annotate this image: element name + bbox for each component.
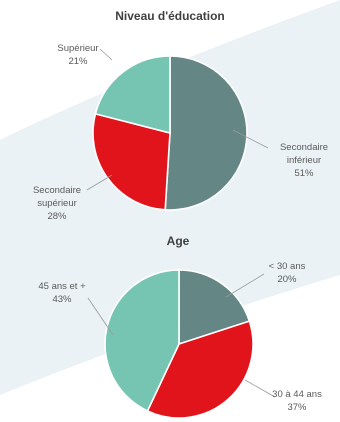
pie-slices [104,269,254,419]
leader-lines [87,273,276,398]
leader-line [99,48,113,61]
slice-label: < 30 ans 20% [269,261,306,285]
slice-name: < 30 ans [269,261,306,272]
slice-labels: < 30 ans 20% 30 à 44 ans 37% 45 ans et + 43% [38,261,322,413]
slice-label: Supérieur 21% [57,43,98,67]
slice-name: 30 à 44 ans [272,389,322,400]
leader-line [225,273,265,298]
slice-name: Secondaire [280,142,328,153]
slice-value: 37% [287,402,307,413]
slice-label: 30 à 44 ans 37% [272,389,322,413]
slice-name: Supérieur [57,43,98,54]
education-pie-chart: Niveau d'éducation Secondaire inférieur 51… [33,9,328,222]
leader-line [86,174,113,191]
pie-slice [178,269,251,346]
slice-value: 43% [52,294,72,305]
chart-title: Niveau d'éducation [115,9,225,23]
pie-slice [104,269,180,413]
leader-line [244,379,276,398]
pie-slice [146,320,254,419]
leader-line [87,297,114,336]
pie-slice [94,55,171,135]
slice-label: 45 ans et + 43% [38,281,86,305]
leader-line [232,129,269,149]
slice-value: 20% [277,274,297,285]
slice-value: 28% [47,211,67,222]
slice-value: 51% [294,168,314,179]
leader-lines [86,48,269,191]
slice-value: 21% [68,56,88,67]
slice-name: supérieur [37,198,77,209]
slice-labels: Secondaire inférieur 51% Secondaire supérieu… [33,43,328,222]
pie-slice [92,112,171,211]
pie-slice [164,55,248,211]
age-pie-chart: Age < 30 ans 20% 30 à 44 ans 37% 45 ans et +… [38,234,322,419]
slice-label: Secondaire supérieur 28% [33,185,81,222]
chart-title: Age [167,234,190,248]
slice-name: 45 ans et + [38,281,86,292]
slice-label: Secondaire inférieur 51% [280,142,328,179]
slice-name: inférieur [287,155,321,166]
pie-slices [92,55,248,211]
slice-name: Secondaire [33,185,81,196]
